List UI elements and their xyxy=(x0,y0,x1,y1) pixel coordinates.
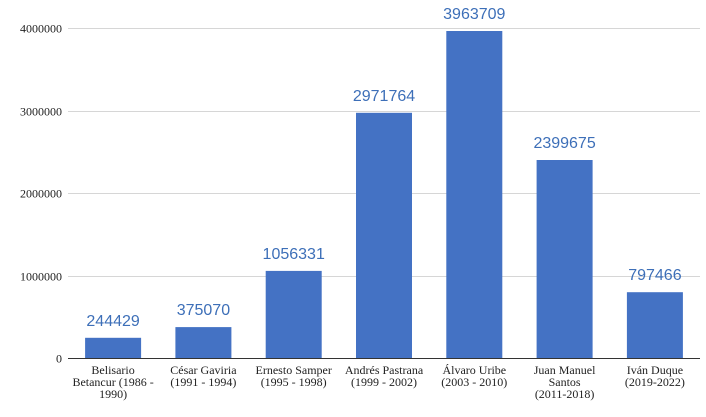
x-category-label-line: Álvaro Uribe xyxy=(442,363,506,377)
y-axis-tick-labels: 0 1000000 2000000 3000000 4000000 xyxy=(20,22,62,366)
x-category-label: Álvaro Uribe (2003 - 2010) xyxy=(441,363,507,389)
data-label: 797466 xyxy=(628,267,681,284)
data-label: 1056331 xyxy=(263,246,325,263)
x-category-label-line: (1999 - 2002) xyxy=(351,375,417,389)
bar xyxy=(626,292,683,358)
x-category-label: Andrés Pastrana (1999 - 2002) xyxy=(345,363,424,389)
x-category-label-line: Ernesto Samper xyxy=(256,363,332,377)
x-category-label-line: (2003 - 2010) xyxy=(441,375,507,389)
x-category-label: Iván Duque (2019-2022) xyxy=(625,363,685,389)
y-tick-label: 4000000 xyxy=(20,22,62,36)
data-labels: 244429 375070 1056331 2971764 3963709 2399675… xyxy=(86,6,681,330)
data-label: 3963709 xyxy=(443,6,505,23)
x-category-label: César Gaviria (1991 - 1994) xyxy=(170,363,237,389)
data-label: 244429 xyxy=(86,313,139,330)
bar xyxy=(536,160,593,358)
y-tick-label: 3000000 xyxy=(20,105,62,119)
x-category-label: Ernesto Samper (1995 - 1998) xyxy=(256,363,332,389)
x-category-label-line: 1990) xyxy=(99,387,127,401)
x-category-label: Belisario Betancur (1986 -1990) xyxy=(72,363,153,401)
data-label: 2399675 xyxy=(533,135,595,152)
x-category-label-line: Juan Manuel xyxy=(534,363,596,377)
y-tick-label: 1000000 xyxy=(20,270,62,284)
x-category-label-line: Betancur (1986 - xyxy=(72,375,153,389)
bar xyxy=(85,337,142,358)
y-tick-label: 2000000 xyxy=(20,187,62,201)
x-axis-category-labels: Belisario Betancur (1986 -1990) César Gavi… xyxy=(72,363,684,401)
x-category-label-line: César Gaviria xyxy=(170,363,237,377)
data-label: 375070 xyxy=(177,302,230,319)
x-category-label-line: Andrés Pastrana xyxy=(345,363,424,377)
x-category-label-line: Santos xyxy=(549,375,581,389)
data-label: 2971764 xyxy=(353,88,415,105)
x-category-label-line: (2019-2022) xyxy=(625,375,685,389)
x-category-label-line: Belisario xyxy=(91,363,134,377)
x-category-label-line: (1995 - 1998) xyxy=(261,375,327,389)
x-category-label-line: (1991 - 1994) xyxy=(170,375,236,389)
x-category-label-line: Iván Duque xyxy=(627,363,683,377)
bar xyxy=(356,112,412,358)
bar xyxy=(175,327,232,358)
x-category-label: Juan Manuel Santos (2011-2018) xyxy=(534,363,596,401)
bar xyxy=(265,270,322,358)
bar xyxy=(446,31,503,358)
x-category-label-line: (2011-2018) xyxy=(535,387,595,401)
bars xyxy=(85,31,683,358)
y-tick-label: 0 xyxy=(56,352,62,366)
